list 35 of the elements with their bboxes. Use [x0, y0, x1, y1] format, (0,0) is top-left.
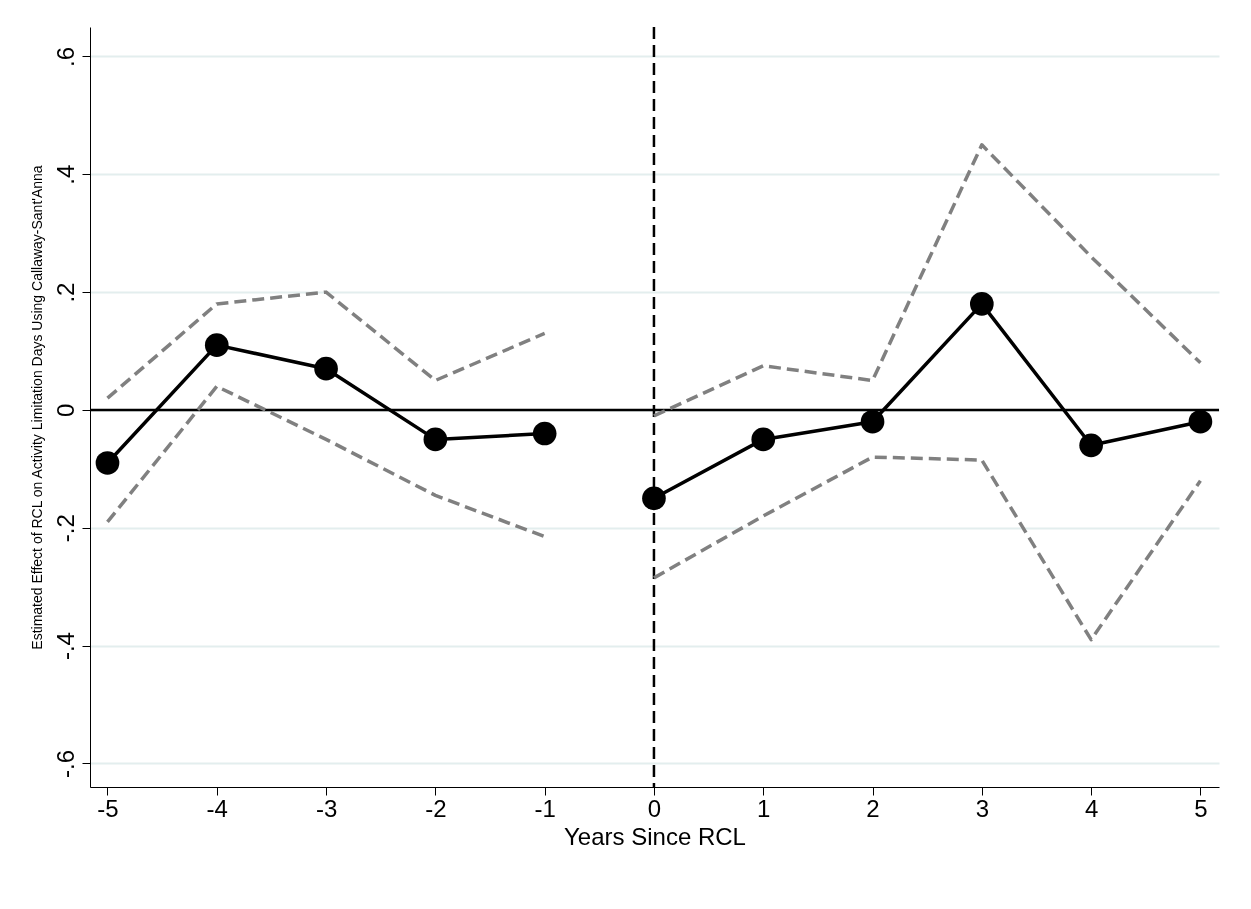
y-tick-label: -.2 [51, 514, 79, 543]
x-tick-label: 3 [975, 794, 990, 822]
point [860, 409, 885, 434]
x-tick-label: 4 [1084, 794, 1099, 822]
x-tick-label: 0 [647, 794, 662, 822]
y-tick-label: .2 [51, 282, 79, 303]
y-tick-label: .4 [51, 164, 79, 185]
point [1079, 433, 1103, 458]
y-tick-label: .6 [51, 46, 79, 67]
y-tick-label: -.4 [51, 632, 79, 661]
line-series [652, 455, 1203, 642]
x-tick-label: -1 [534, 794, 556, 822]
line-series [105, 290, 547, 400]
point [1188, 409, 1213, 434]
line-series [652, 143, 1203, 418]
x-tick-label: -5 [97, 794, 119, 822]
x-tick-label: -2 [425, 794, 447, 822]
y-tick-label: -.6 [51, 749, 79, 778]
point [532, 421, 557, 446]
x-axis-title: Years Since RCL [564, 822, 746, 850]
point [95, 451, 120, 475]
x-tick-label: -3 [315, 794, 338, 822]
x-tick-label: 1 [757, 794, 771, 822]
x-tick-label: -4 [206, 794, 228, 822]
x-tick-label: 5 [1194, 794, 1208, 822]
y-tick-label: 0 [51, 403, 79, 418]
point [204, 333, 229, 357]
point [423, 427, 448, 452]
line-series [105, 384, 547, 539]
point [314, 356, 338, 381]
y-axis-title: Estimated Effect of RCL on Activity Limitation Days Using Callaway-Sant'Anna [28, 165, 45, 650]
point [970, 292, 994, 316]
point [642, 486, 666, 511]
point [751, 427, 776, 452]
x-tick-label: 2 [866, 794, 880, 822]
